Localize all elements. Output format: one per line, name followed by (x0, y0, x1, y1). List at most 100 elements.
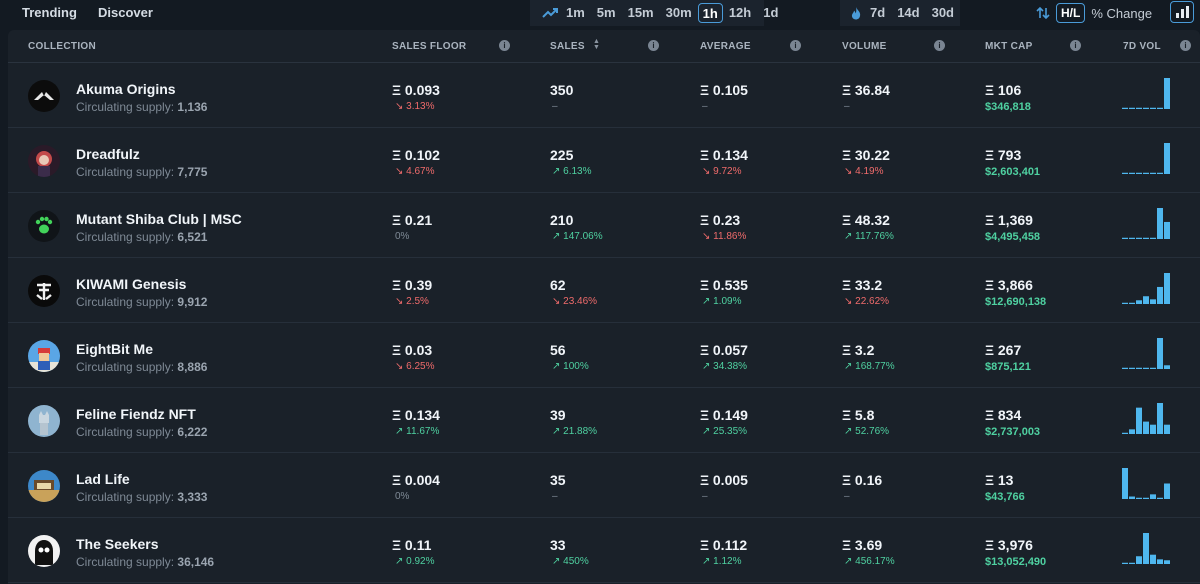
timeframe-option[interactable]: 1d (763, 5, 779, 20)
collection-name[interactable]: KIWAMI Genesis (76, 276, 187, 292)
average-value: Ξ 0.535 (700, 277, 748, 293)
mkt-cap-usd: $875,121 (985, 361, 1031, 373)
trending-up-icon (542, 6, 558, 20)
col-average[interactable]: AVERAGE (700, 41, 751, 52)
sales-floor-change: 0% (395, 231, 410, 242)
sales-floor-value: Ξ 0.03 (392, 342, 433, 358)
collection-name[interactable]: EightBit Me (76, 341, 153, 357)
col-sales[interactable]: SALES (550, 41, 585, 52)
average-change: ↗ 34.38% (702, 361, 748, 372)
mkt-cap-usd: $4,495,458 (985, 231, 1041, 243)
mkt-cap-value: Ξ 13 (985, 472, 1014, 488)
table-header: COLLECTION SALES FLOOR i SALES ▲ ▼ i AVER… (8, 30, 1200, 63)
sales-value: 350 (550, 82, 574, 98)
top-bar: Trending Discover 1m 5m 15m 30m 1h 12h 1d 7d 14… (0, 0, 1200, 30)
info-icon[interactable]: i (648, 40, 659, 51)
timeframe-option[interactable]: 12h (728, 5, 752, 20)
mkt-cap-value: Ξ 267 (985, 342, 1022, 358)
average-value: Ξ 0.105 (700, 82, 748, 98)
volume-value: Ξ 3.69 (842, 537, 883, 553)
timeframe-option[interactable]: 1m (566, 5, 585, 20)
sparkline-bar (1122, 172, 1128, 174)
volume-value: Ξ 36.84 (842, 82, 890, 98)
average-change: ↘ 11.86% (702, 231, 747, 242)
sales-floor-value: Ξ 0.11 (392, 537, 432, 553)
period-option[interactable]: 30d (931, 5, 954, 20)
info-icon[interactable]: i (934, 40, 945, 51)
volume-value: Ξ 48.32 (842, 212, 890, 228)
collection-avatar (28, 340, 60, 372)
circulating-supply: Circulating supply: 6,521 (76, 230, 208, 244)
timeframe-option[interactable]: 1h (697, 3, 723, 23)
collection-name[interactable]: Akuma Origins (76, 81, 176, 97)
volume-change: – (844, 491, 850, 502)
nav-trending[interactable]: Trending (22, 5, 77, 20)
sparkline-bar (1122, 468, 1128, 499)
info-icon[interactable]: i (1180, 40, 1191, 51)
col-mkt-cap[interactable]: MKT CAP (985, 41, 1033, 52)
table-row[interactable]: The Seekers Circulating supply: 36,146 Ξ… (8, 518, 1200, 583)
table-row[interactable]: Lad Life Circulating supply: 3,333 Ξ 0.0… (8, 453, 1200, 518)
col-collection[interactable]: COLLECTION (28, 41, 96, 52)
volume-value: Ξ 0.16 (842, 472, 883, 488)
timeframe-option[interactable]: 30m (665, 5, 692, 20)
chart-view-button[interactable] (1170, 1, 1194, 23)
table-row[interactable]: Mutant Shiba Club | MSC Circulating supp… (8, 193, 1200, 258)
sparkline-bar (1157, 286, 1163, 304)
table-row[interactable]: KIWAMI Genesis Circulating supply: 9,912… (8, 258, 1200, 323)
timeframe-option[interactable]: 15m (627, 5, 654, 20)
timeframe-option[interactable]: 5m (596, 5, 616, 20)
collection-name[interactable]: The Seekers (76, 536, 159, 552)
mkt-cap-value: Ξ 834 (985, 407, 1022, 423)
sales-floor-change: ↘ 2.5% (395, 296, 429, 307)
sales-floor-change: ↘ 3.13% (395, 101, 435, 112)
sort-icon[interactable]: ▲ ▼ (593, 38, 600, 51)
nav-discover[interactable]: Discover (98, 5, 153, 20)
volume-change: ↗ 117.76% (844, 231, 894, 242)
circulating-supply: Circulating supply: 3,333 (76, 490, 208, 504)
col-sales-floor[interactable]: SALES FLOOR (392, 41, 467, 52)
sparkline-bar (1164, 78, 1170, 109)
sparkline-bar (1150, 367, 1156, 369)
volume-change: ↗ 52.76% (844, 426, 890, 437)
volume-value: Ξ 5.8 (842, 407, 875, 423)
sparkline-bar (1129, 496, 1135, 499)
col-volume[interactable]: VOLUME (842, 41, 887, 52)
collection-name[interactable]: Dreadfulz (76, 146, 140, 162)
table-row[interactable]: EightBit Me Circulating supply: 8,886 Ξ … (8, 323, 1200, 388)
info-icon[interactable]: i (790, 40, 801, 51)
sparkline-bar (1157, 208, 1163, 239)
collection-name[interactable]: Mutant Shiba Club | MSC (76, 211, 242, 227)
sales-floor-change: ↘ 6.25% (395, 361, 435, 372)
sparkline-bar (1129, 172, 1135, 174)
sales-value: 210 (550, 212, 574, 228)
collection-name[interactable]: Lad Life (76, 471, 130, 487)
sparkline-bar (1150, 172, 1156, 174)
info-icon[interactable]: i (1070, 40, 1081, 51)
volume-change: ↗ 456.17% (844, 556, 895, 567)
mkt-cap-value: Ξ 793 (985, 147, 1022, 163)
info-icon[interactable]: i (499, 40, 510, 51)
sort-arrows-icon[interactable] (1036, 6, 1052, 20)
sparkline-bar (1136, 367, 1142, 369)
sparkline-bar (1129, 562, 1135, 564)
mkt-cap-usd: $346,818 (985, 101, 1031, 113)
sparkline-bar (1129, 302, 1135, 304)
mkt-cap-value: Ξ 1,369 (985, 212, 1033, 228)
volume-change: – (844, 101, 850, 112)
sales-value: 225 (550, 147, 574, 163)
period-option[interactable]: 14d (897, 5, 920, 20)
sparkline-bar (1136, 172, 1142, 174)
hl-toggle[interactable]: H/L (1056, 3, 1086, 23)
pct-change-toggle[interactable]: % Change (1091, 5, 1153, 21)
sparkline-bar (1150, 107, 1156, 109)
table-row[interactable]: Akuma Origins Circulating supply: 1,136 … (8, 63, 1200, 128)
collection-name[interactable]: Feline Fiendz NFT (76, 406, 196, 422)
period-option[interactable]: 7d (870, 5, 886, 20)
table-row[interactable]: Dreadfulz Circulating supply: 7,775 Ξ 0.… (8, 128, 1200, 193)
table-row[interactable]: Feline Fiendz NFT Circulating supply: 6,… (8, 388, 1200, 453)
sales-change: – (552, 101, 558, 112)
col-7d-vol[interactable]: 7D VOL (1123, 41, 1161, 52)
sales-change: – (552, 491, 558, 502)
sparkline-bar (1164, 273, 1170, 304)
